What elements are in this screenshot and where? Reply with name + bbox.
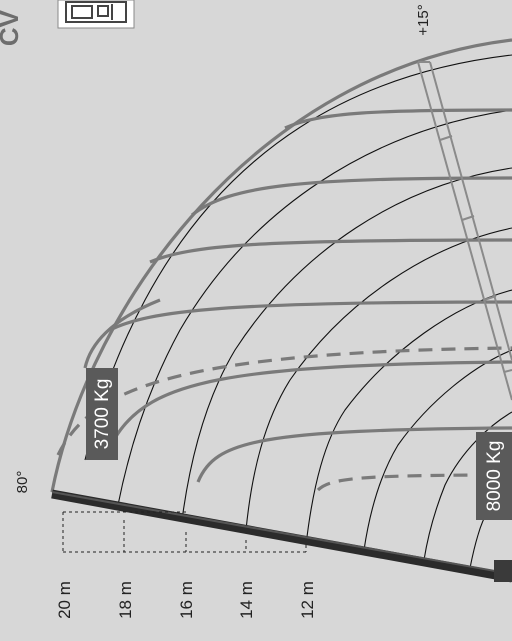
load-curve: [284, 108, 512, 130]
load-curve: [191, 176, 512, 217]
outer-envelope-curve: [50, 38, 512, 493]
radius-arc: [245, 227, 512, 531]
height-labels: 20 m 18 m 16 m 14 m 12 m: [55, 581, 317, 619]
dashed-load-curve: [316, 473, 512, 492]
main-boom: [51, 489, 512, 583]
load-label-3700-text: 3700 Kg: [92, 379, 113, 450]
height-guides: [62, 511, 307, 553]
load-label-8000: 8000 Kg: [476, 432, 512, 520]
height-label-14: 14 m: [237, 581, 256, 619]
radius-arc: [117, 109, 512, 506]
load-label-3700: 3700 Kg: [86, 368, 118, 460]
brand-text: CV: [0, 9, 24, 46]
jib-lattice: [417, 61, 512, 401]
angle-labels: 80° +15°: [14, 4, 432, 493]
load-curve: [149, 238, 512, 264]
radius-arc: [423, 411, 512, 561]
load-curve: [83, 298, 161, 369]
radius-arcs: [84, 54, 512, 569]
radius-arc: [181, 167, 512, 521]
dashed-load-curves: [56, 346, 512, 492]
load-curve: [196, 426, 512, 483]
jib-angle-label: +15°: [415, 4, 432, 35]
dashed-load-curve: [56, 346, 512, 456]
load-curve: [113, 360, 512, 439]
load-curves: [83, 108, 512, 483]
height-label-12: 12 m: [298, 581, 317, 619]
height-label-18: 18 m: [116, 581, 135, 619]
load-label-8000-text: 8000 Kg: [484, 441, 505, 512]
radius-arc: [305, 289, 512, 546]
height-label-16: 16 m: [177, 581, 196, 619]
radius-arc: [363, 349, 512, 551]
radius-arc: [84, 54, 512, 461]
height-label-20: 20 m: [55, 581, 74, 619]
boom-angle-label: 80°: [14, 471, 31, 494]
crane-icon: [57, 0, 135, 29]
brand-fragment: CV: [0, 9, 24, 46]
load-curve: [109, 300, 512, 332]
